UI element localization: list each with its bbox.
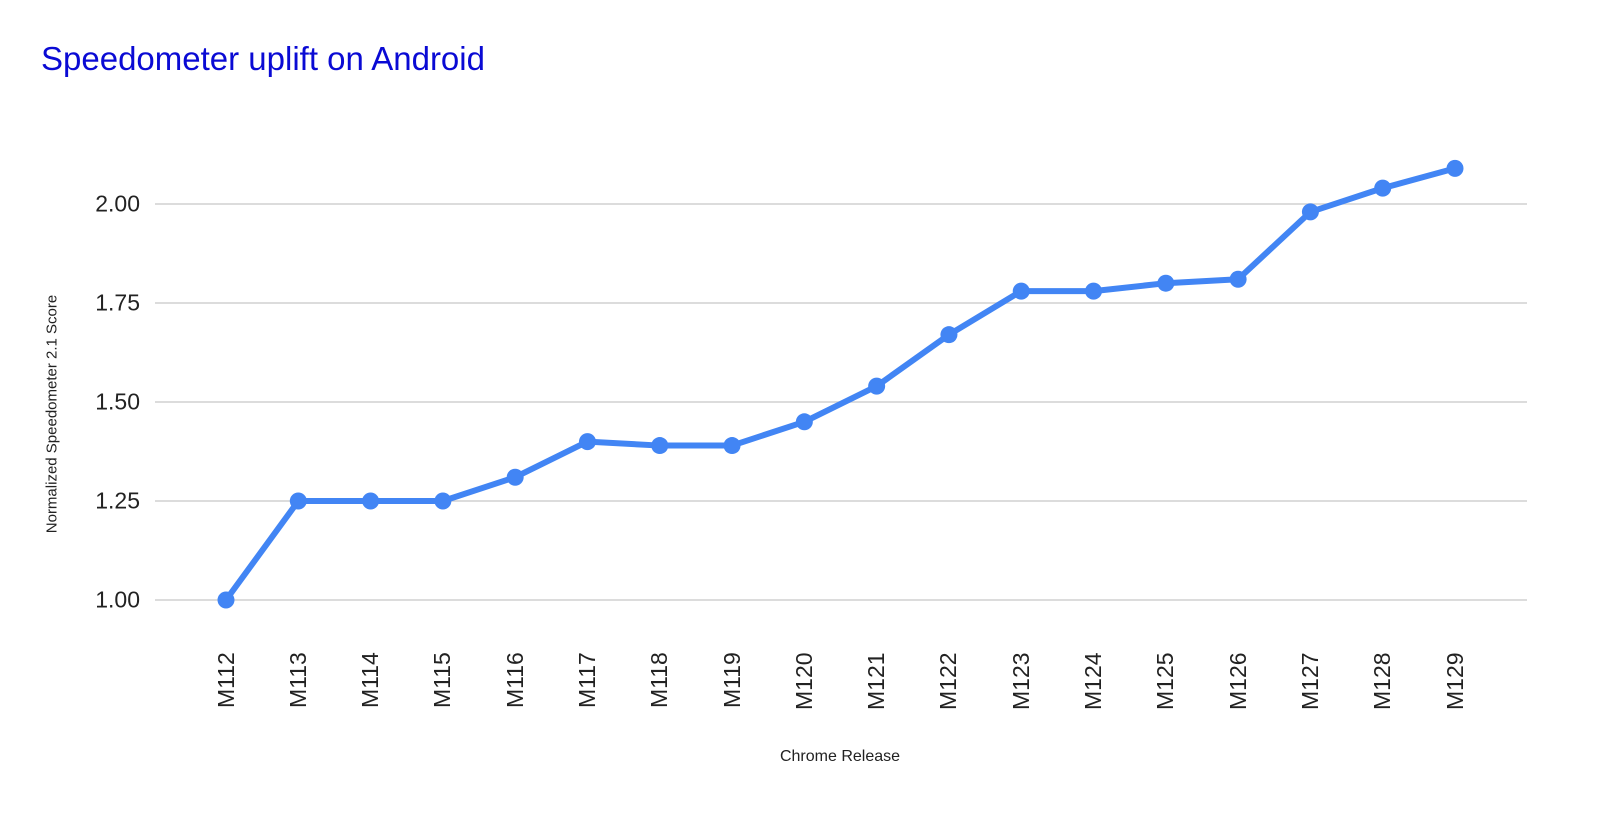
y-tick-label: 1.75 (95, 289, 140, 316)
data-point-marker (1446, 159, 1464, 177)
series-markers (217, 159, 1464, 609)
data-point-marker (651, 437, 669, 455)
x-tick-label: M119 (718, 652, 745, 708)
x-tick-label: M126 (1224, 652, 1251, 710)
y-tick-label: 2.00 (95, 190, 140, 217)
data-point-marker (1374, 179, 1392, 197)
data-point-marker (289, 492, 307, 510)
x-tick-label: M114 (357, 652, 384, 708)
data-point-marker (1301, 203, 1319, 221)
x-tick-label: M125 (1152, 652, 1179, 710)
x-tick-label: M124 (1080, 652, 1107, 710)
data-point-marker (506, 468, 524, 486)
data-point-marker (362, 492, 380, 510)
x-tick-label: M118 (646, 652, 673, 708)
x-tick-label: M113 (284, 652, 311, 708)
x-axis-title: Chrome Release (779, 748, 901, 765)
y-tick-label: 1.00 (95, 586, 140, 613)
chart-title: Speedometer uplift on Android (41, 40, 485, 77)
x-tick-label: M127 (1296, 652, 1323, 710)
x-tick-label: M129 (1441, 652, 1468, 710)
x-tick-label: M123 (1007, 652, 1034, 710)
data-point-marker (1085, 282, 1103, 300)
data-point-marker (217, 591, 235, 609)
data-point-marker (1012, 282, 1030, 300)
x-tick-label: M116 (501, 652, 528, 708)
data-point-marker (723, 437, 741, 455)
data-point-marker (578, 433, 596, 451)
data-point-marker (868, 377, 886, 395)
y-tick-label: 1.50 (95, 388, 140, 415)
x-tick-label: M121 (863, 652, 890, 710)
y-axis-title: Normalized Speedometer 2.1 Score (43, 294, 61, 534)
series-line (223, 165, 1458, 603)
x-tick-label: M112 (212, 652, 239, 708)
data-point-marker (1229, 270, 1247, 288)
data-point-marker (434, 492, 452, 510)
x-tick-label: M128 (1369, 652, 1396, 710)
x-tick-label: M120 (790, 652, 817, 710)
y-tick-label: 1.25 (95, 487, 140, 514)
data-point-marker (1157, 274, 1175, 292)
x-tick-label: M115 (429, 652, 456, 708)
data-point-marker (795, 413, 813, 431)
x-tick-label: M117 (573, 652, 600, 708)
data-point-marker (940, 326, 958, 344)
x-tick-label: M122 (935, 652, 962, 710)
